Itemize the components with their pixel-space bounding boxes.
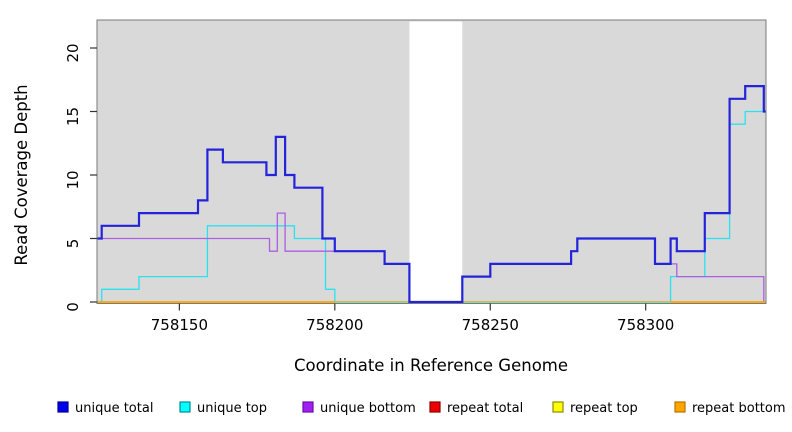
axes: 758150 758200 758250 758300 0 5 10 15 20 xyxy=(64,43,674,334)
legend-entry-unique-bottom: unique bottom xyxy=(302,401,416,416)
y-tick-label: 0 xyxy=(64,302,82,312)
x-tick-label: 758250 xyxy=(462,316,519,334)
legend-swatch xyxy=(57,401,69,413)
y-tick-label: 20 xyxy=(64,43,82,62)
legend-label: unique bottom xyxy=(320,401,416,416)
legend-entry-repeat-total: repeat total xyxy=(429,401,523,416)
series-line-unique-total xyxy=(97,85,766,304)
legend-entry-unique-top: unique top xyxy=(179,401,267,416)
legend-entry-repeat-top: repeat top xyxy=(552,401,638,416)
legend-swatch xyxy=(302,401,314,413)
y-axis-title: Read Coverage Depth xyxy=(12,84,31,265)
chart-legend: unique total unique top unique bottom repea… xyxy=(57,401,786,416)
plot-area xyxy=(96,19,767,304)
legend-swatch xyxy=(674,401,686,413)
legend-label: unique total xyxy=(75,401,153,416)
plot-box-border xyxy=(96,19,767,304)
legend-entry-repeat-bottom: repeat bottom xyxy=(674,401,786,416)
legend-label: repeat bottom xyxy=(692,401,786,416)
legend-label: unique top xyxy=(197,401,267,416)
legend-swatch xyxy=(429,401,441,413)
x-tick-label: 758150 xyxy=(151,316,208,334)
legend-entry-unique-total: unique total xyxy=(57,401,153,416)
y-tick-label: 10 xyxy=(64,170,82,189)
y-tick-label: 5 xyxy=(64,239,82,249)
x-tick-label: 758300 xyxy=(617,316,674,334)
legend-swatch xyxy=(552,401,564,413)
legend-label: repeat total xyxy=(447,401,523,416)
legend-swatch xyxy=(179,401,191,413)
legend-label: repeat top xyxy=(570,401,638,416)
masked-white-region xyxy=(409,21,463,304)
x-tick-label: 758200 xyxy=(306,316,363,334)
x-axis-title: Coordinate in Reference Genome xyxy=(294,356,568,375)
y-tick-label: 15 xyxy=(64,107,82,126)
